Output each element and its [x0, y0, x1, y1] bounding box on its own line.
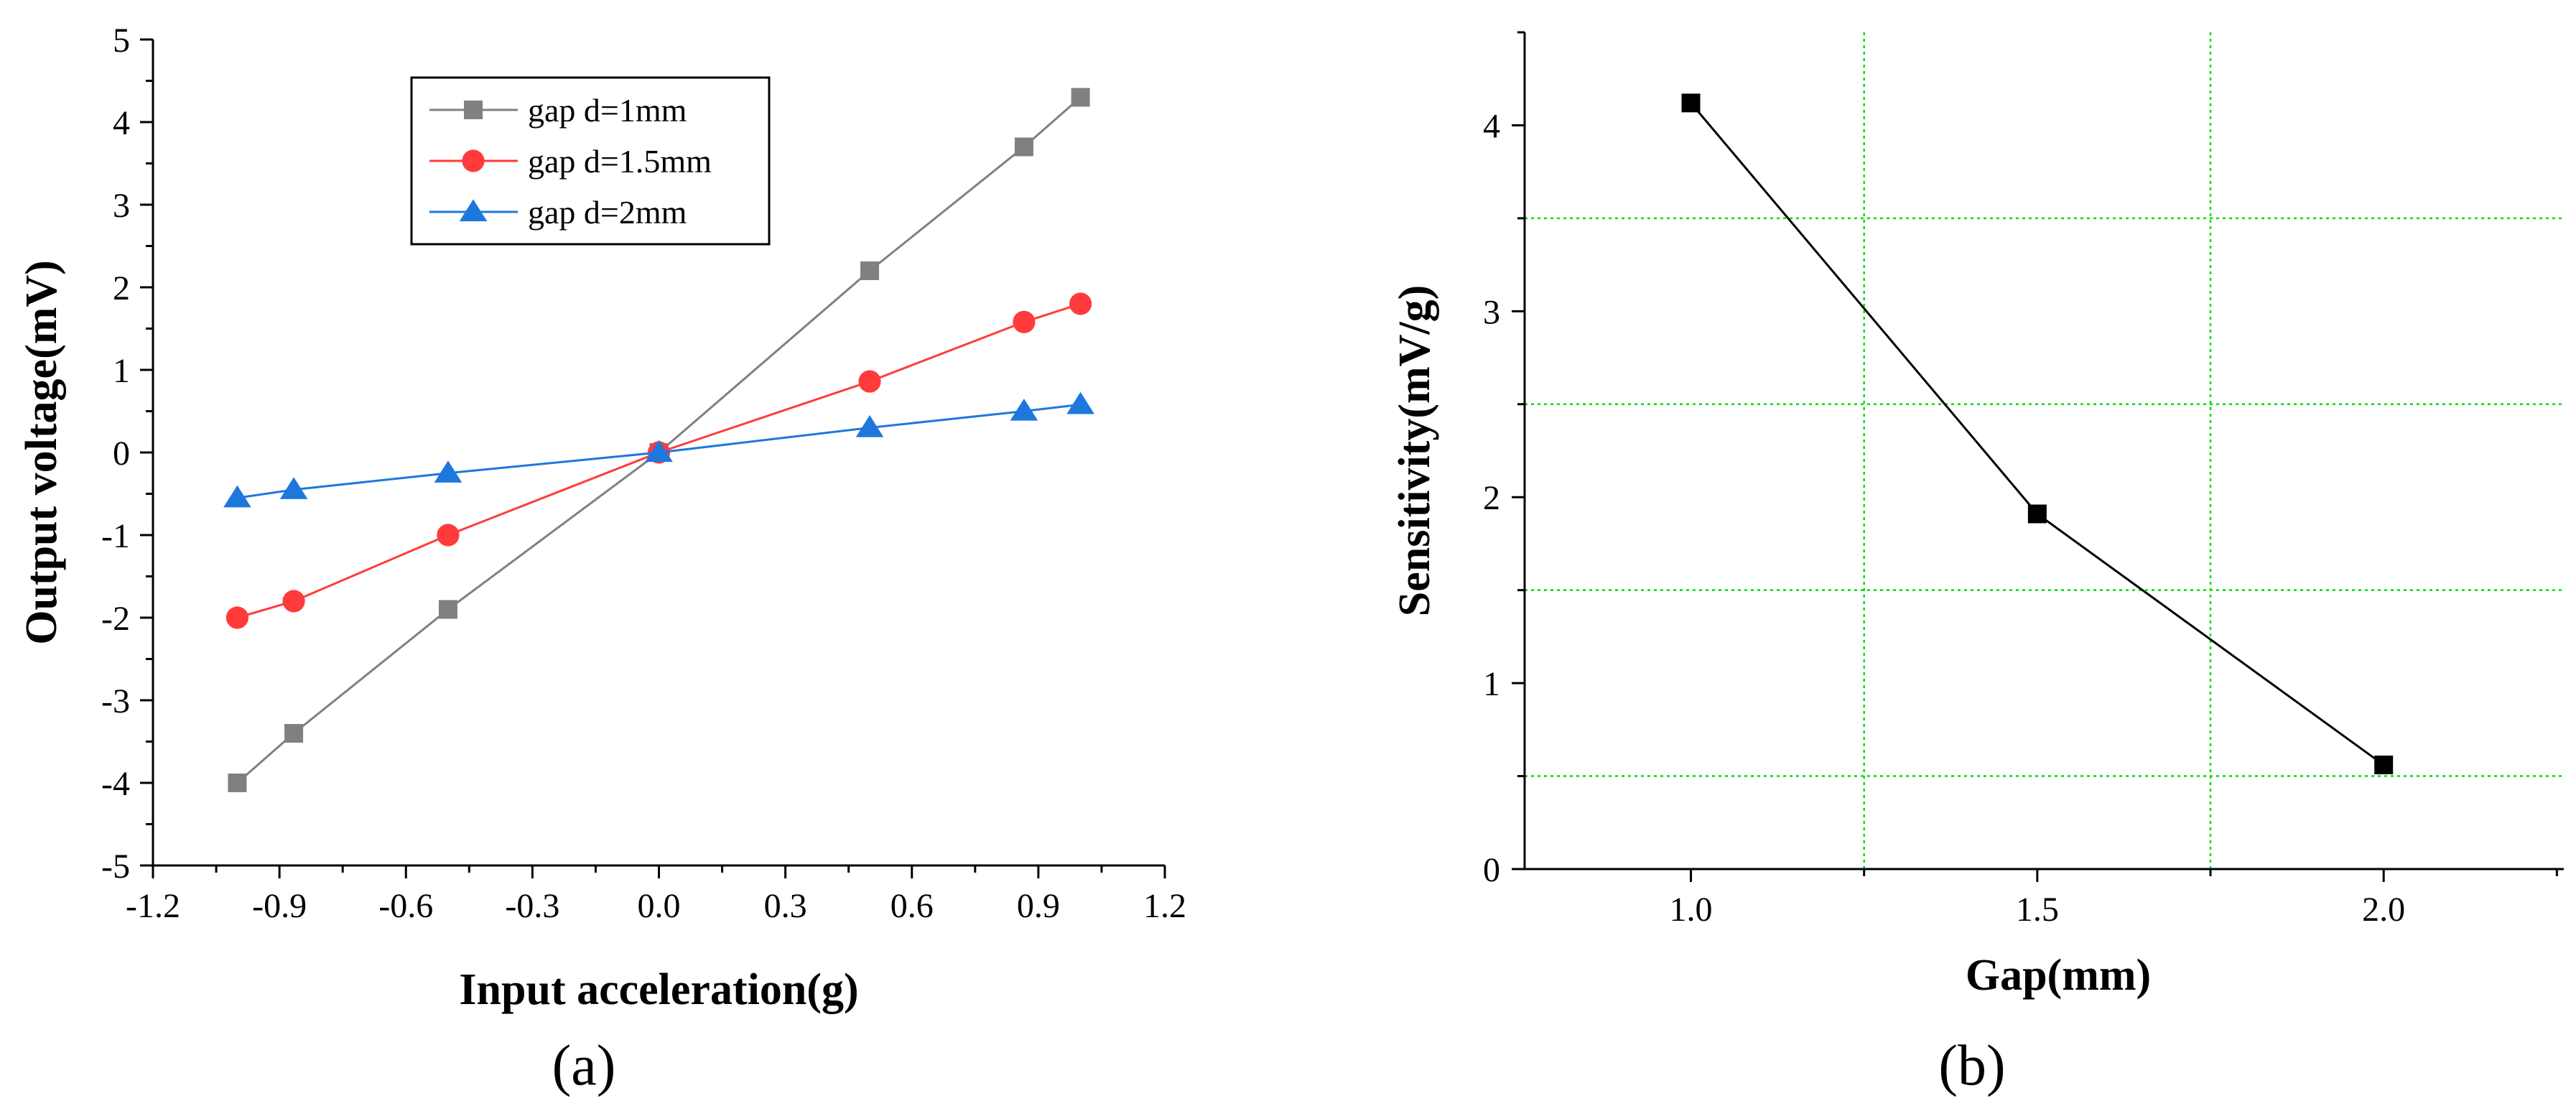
- legend-label-2: gap d=1.5mm: [528, 143, 712, 180]
- y-tick-label: 2: [1483, 479, 1500, 517]
- x-tick-label: 0.6: [891, 887, 934, 925]
- chart-b: 0 1 2 3 4 1.0 1.5 2.0 Gap(mm) Sensitivity(mV/g): [1390, 31, 2564, 1000]
- data-point-series-1: [284, 724, 304, 743]
- y-tick-label: -1: [101, 517, 130, 555]
- y-tick-label: 5: [113, 22, 130, 60]
- y-axis-label: Output voltage(mV): [17, 260, 66, 645]
- x-axis-label: Gap(mm): [1966, 951, 2151, 1000]
- x-tick-label: 0.0: [638, 887, 681, 925]
- chart-a: -5 -4 -3 -2 -1 0 1 2 3 4 5 -1.2 -0.9 -0.6 -0.3 0.0 0.3 0.…: [17, 22, 1186, 1014]
- series-line-1: [1690, 102, 2385, 766]
- y-tick-label: -2: [101, 600, 130, 638]
- y-axis-label: Sensitivity(mV/g): [1390, 285, 1439, 617]
- y-tick-label: 3: [113, 187, 130, 225]
- data-point-series-3: [645, 440, 673, 463]
- x-tick-label: -0.3: [505, 887, 559, 925]
- x-tick-label: -0.6: [378, 887, 433, 925]
- data-point-series-1: [860, 261, 880, 280]
- data-point-series-2: [858, 370, 881, 393]
- x-tick-label: 0.9: [1017, 887, 1060, 925]
- data-point-series-2: [1013, 310, 1036, 333]
- y-tick-label: -3: [101, 682, 130, 720]
- y-tick-label: 4: [113, 104, 130, 142]
- legend-marker-3: [459, 199, 488, 222]
- x-tick-label: 1.0: [1670, 891, 1713, 929]
- data-point-series-3: [1066, 391, 1094, 414]
- data-point-series-3: [434, 460, 462, 483]
- x-tick-label: 0.3: [764, 887, 807, 925]
- data-point-series-2: [1069, 292, 1092, 315]
- data-point-series-2: [437, 524, 460, 547]
- y-tick-label: 2: [113, 269, 130, 307]
- data-point-series-2: [282, 590, 305, 613]
- y-tick-label: 4: [1483, 107, 1500, 145]
- data-point-series-2: [225, 606, 249, 629]
- x-tick-label: 2.0: [2362, 891, 2405, 929]
- data-point-series-1: [1014, 137, 1033, 157]
- data-point-series-1: [2027, 504, 2047, 524]
- data-point-series-1: [1071, 88, 1090, 107]
- y-tick-label: -5: [101, 848, 130, 886]
- data-point-series-3: [1010, 398, 1038, 421]
- y-tick-label: -4: [101, 765, 130, 803]
- data-point-series-3: [279, 477, 308, 499]
- y-tick-label: 1: [1483, 665, 1500, 703]
- y-tick-label: 0: [1483, 851, 1500, 889]
- legend-label-1: gap d=1mm: [528, 92, 687, 129]
- x-tick-label: 1.2: [1143, 887, 1186, 925]
- data-point-series-3: [223, 485, 251, 508]
- x-axis-label: Input acceleration(g): [459, 965, 858, 1014]
- x-tick-label: -0.9: [252, 887, 307, 925]
- legend-label-3: gap d=2mm: [528, 194, 687, 231]
- y-tick-label: 0: [113, 435, 130, 473]
- data-point-series-1: [1681, 93, 1701, 113]
- legend-marker-2: [462, 149, 485, 172]
- data-point-series-1: [438, 600, 457, 619]
- y-tick-label: 3: [1483, 293, 1500, 331]
- panel-label-b: (b): [1938, 1034, 2005, 1097]
- legend-marker-1: [464, 101, 483, 119]
- data-point-series-3: [855, 414, 884, 437]
- x-tick-label: -1.2: [126, 887, 180, 925]
- panel-label-a: (a): [552, 1034, 616, 1097]
- data-point-series-1: [2374, 756, 2394, 775]
- y-tick-label: 1: [113, 352, 130, 390]
- data-point-series-1: [228, 774, 247, 792]
- x-tick-label: 1.5: [2016, 891, 2059, 929]
